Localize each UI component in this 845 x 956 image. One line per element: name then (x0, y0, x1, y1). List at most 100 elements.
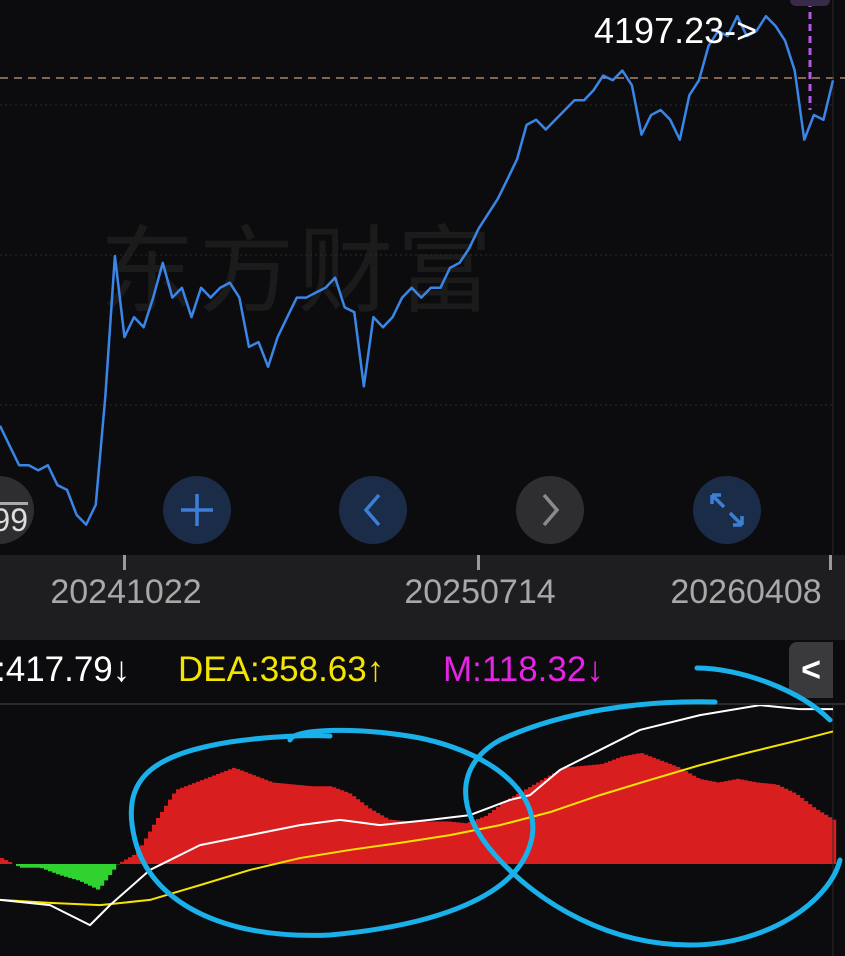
m-bar (676, 766, 681, 864)
m-bar (764, 783, 769, 864)
m-bar (76, 864, 81, 881)
m-bar (256, 776, 261, 864)
m-bar (412, 821, 417, 864)
m-bar (212, 775, 217, 864)
m-bar (88, 864, 93, 886)
m-bar (436, 821, 441, 864)
m-bar (612, 759, 617, 864)
m-bar (148, 831, 153, 864)
m-bar (604, 762, 609, 864)
m-bar (472, 820, 477, 864)
m-bar (392, 819, 397, 864)
plus-icon (181, 494, 213, 526)
m-bar (488, 813, 493, 864)
m-bar (96, 864, 101, 890)
m-bar (824, 814, 829, 864)
m-bar (372, 810, 377, 864)
m-bar (160, 811, 165, 864)
m-bar (616, 758, 621, 864)
m-bar (380, 815, 385, 864)
price-line (0, 14, 835, 526)
macd-panel[interactable] (0, 705, 845, 956)
m-bar (700, 779, 705, 864)
m-bar (800, 798, 805, 864)
left-badge-label: 99 (0, 502, 28, 536)
m-bar (68, 864, 73, 878)
m-bar (812, 807, 817, 864)
m-bar (680, 768, 685, 864)
m-bar (596, 764, 601, 864)
m-bar (504, 800, 509, 864)
m-bar (640, 753, 645, 864)
m-bar (272, 782, 277, 864)
expand-icon (710, 493, 744, 527)
m-bar (716, 782, 721, 864)
m-bar (200, 780, 205, 864)
m-bar (736, 778, 741, 864)
x-tick (123, 555, 126, 570)
m-bar (684, 771, 689, 864)
chevron-right-icon (542, 493, 560, 527)
m-bar (416, 821, 421, 864)
m-bar (276, 782, 281, 864)
m-bar (100, 864, 105, 886)
dif-value: :417.79↓ (0, 650, 131, 689)
m-bar (132, 854, 137, 864)
m-bar (312, 786, 317, 864)
m-bar (164, 805, 169, 864)
m-bar (188, 784, 193, 864)
m-bar (112, 864, 117, 870)
price-chart (0, 0, 845, 555)
zoom-in-button[interactable] (163, 476, 231, 544)
m-bar (60, 864, 65, 876)
price-chart-panel[interactable]: 东方财富 4197.23-> 99 (0, 0, 845, 555)
m-bar (72, 864, 77, 880)
m-bar (696, 778, 701, 864)
m-bar (520, 791, 525, 864)
m-bar (740, 779, 745, 864)
m-bar (748, 781, 753, 864)
m-bar (224, 770, 229, 864)
cursor-tab (790, 0, 830, 6)
collapse-panel-button[interactable]: < (789, 642, 833, 698)
scroll-right-button[interactable] (516, 476, 584, 544)
m-bar (524, 789, 529, 864)
m-bar (656, 759, 661, 864)
m-bar (768, 783, 773, 864)
m-bar (120, 861, 125, 864)
m-bar (808, 804, 813, 864)
m-bar (728, 780, 733, 864)
m-bar (8, 862, 13, 864)
m-bar (240, 770, 245, 864)
m-bar (712, 781, 717, 864)
m-bar (452, 822, 457, 864)
m-bar (792, 792, 797, 864)
x-axis: 20241022 20250714 20260408 (0, 555, 845, 640)
m-bar (652, 757, 657, 864)
m-bar (796, 794, 801, 864)
m-bar (484, 815, 489, 864)
x-tick-label: 20241022 (50, 573, 202, 611)
fullscreen-button[interactable] (693, 476, 761, 544)
m-bar (432, 821, 437, 864)
m-bar (508, 798, 513, 864)
m-bar (0, 858, 5, 864)
m-bar (236, 769, 241, 864)
m-bar (260, 778, 265, 864)
m-bar (732, 779, 737, 864)
m-bar (36, 864, 41, 868)
m-bar (92, 864, 97, 888)
max-price-marker: 4197.23-> (594, 10, 758, 51)
m-bar (744, 780, 749, 864)
m-bar (388, 819, 393, 864)
m-bar (176, 789, 181, 864)
m-bar (376, 812, 381, 864)
m-bar (128, 857, 133, 864)
x-tick-label: 20250714 (404, 573, 556, 611)
m-bar (708, 780, 713, 864)
m-bar (244, 772, 249, 864)
scroll-left-button[interactable] (339, 476, 407, 544)
m-bar (32, 864, 37, 868)
m-bar (692, 775, 697, 864)
m-bar (584, 765, 589, 864)
